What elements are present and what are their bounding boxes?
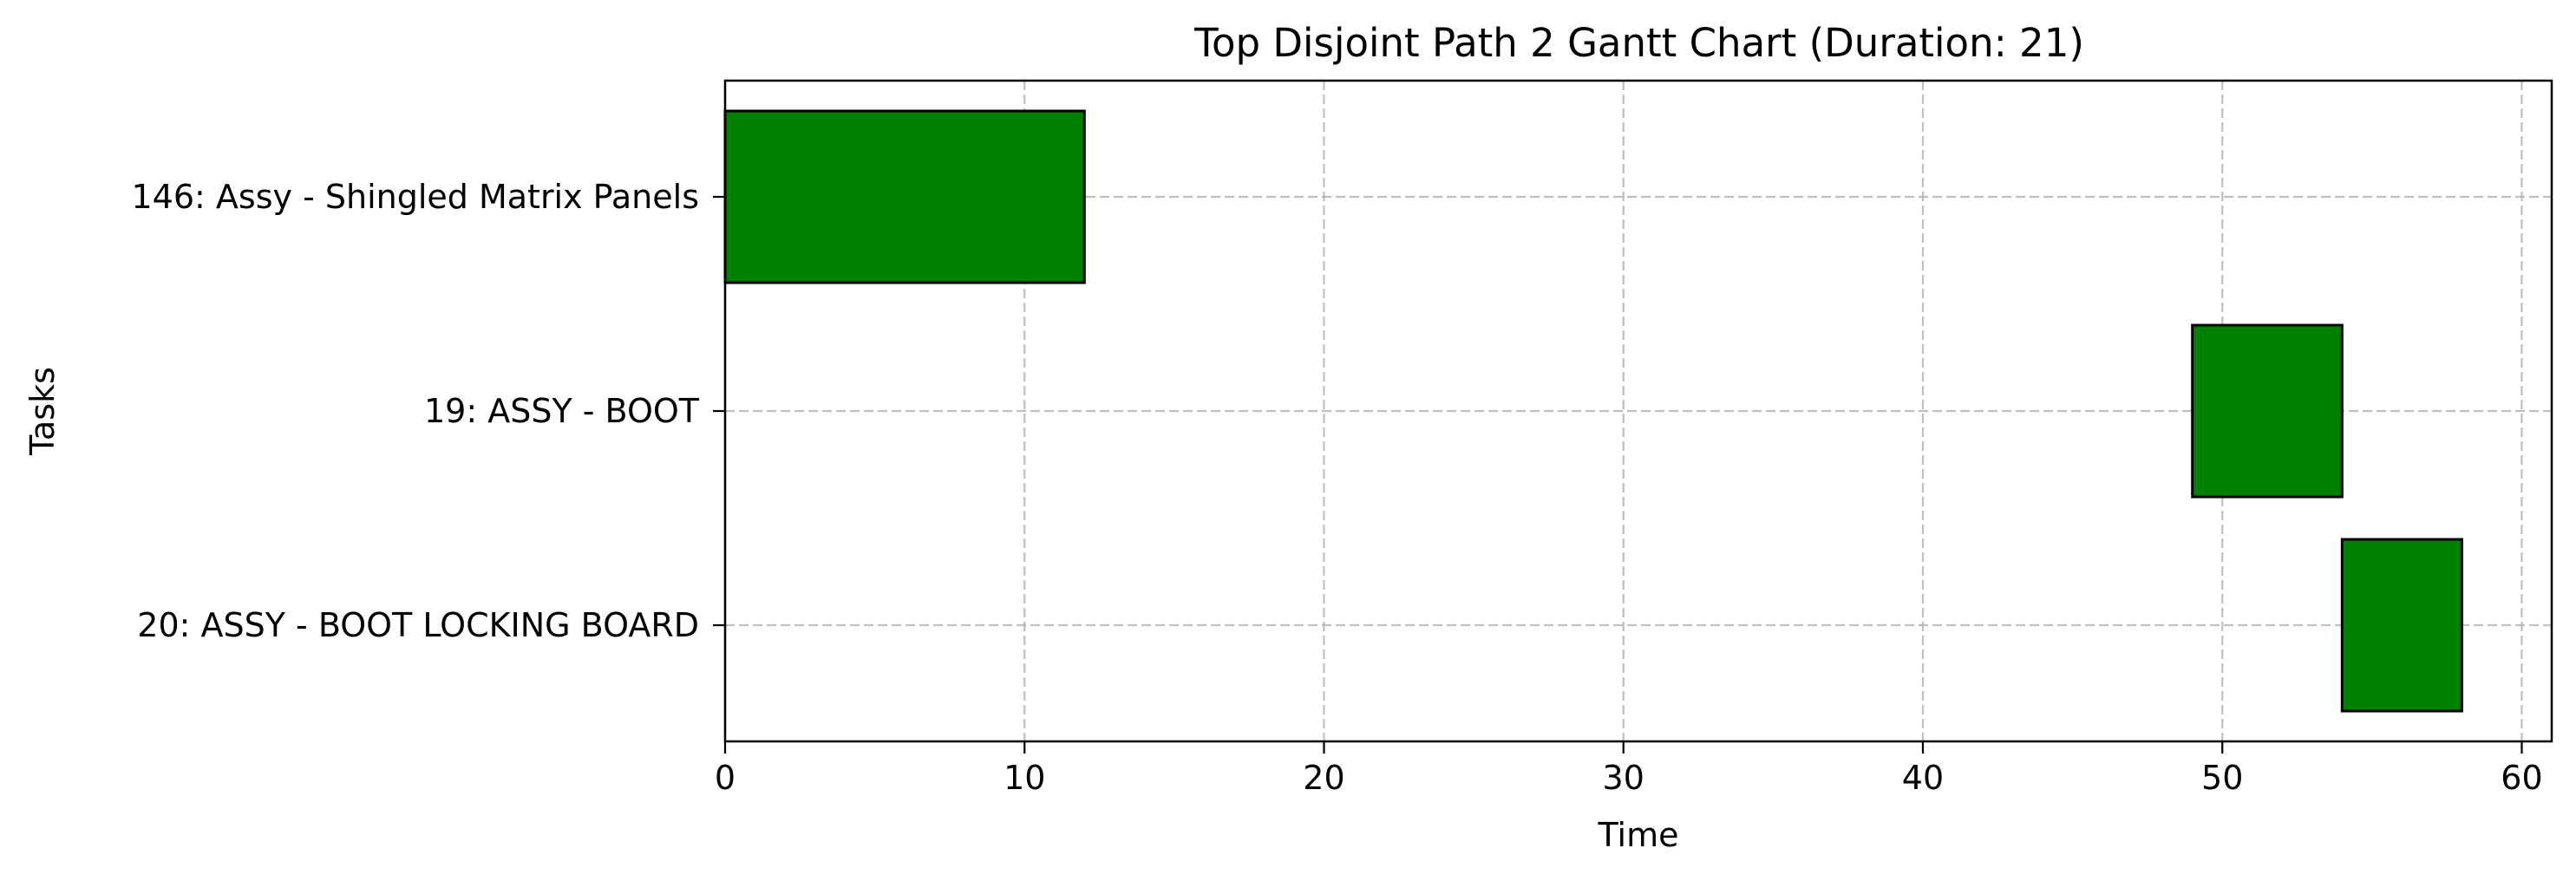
x-tick-label: 40 bbox=[1902, 759, 1944, 797]
y-tick-label: 20: ASSY - BOOT LOCKING BOARD bbox=[137, 606, 699, 644]
x-tick-label: 30 bbox=[1603, 759, 1644, 797]
y-axis-label: Tasks bbox=[23, 367, 62, 456]
y-tick-label: 19: ASSY - BOOT bbox=[424, 392, 700, 430]
x-tick-label: 60 bbox=[2501, 759, 2542, 797]
plot-frame bbox=[723, 79, 2553, 743]
gantt-bar bbox=[2191, 323, 2344, 499]
x-axis-label: Time bbox=[1598, 816, 1679, 854]
chart-title: Top Disjoint Path 2 Gantt Chart (Duratio… bbox=[1193, 20, 2084, 66]
gantt-bar bbox=[2340, 538, 2463, 713]
y-tick-label: 146: Assy - Shingled Matrix Panels bbox=[132, 178, 700, 216]
x-tick-label: 0 bbox=[715, 759, 736, 797]
x-tick-label: 10 bbox=[1004, 759, 1045, 797]
x-tick-label: 20 bbox=[1303, 759, 1344, 797]
gantt-bar bbox=[723, 109, 1086, 284]
bars-layer bbox=[723, 109, 2463, 713]
x-axis: 0 10 20 30 40 50 60 bbox=[715, 741, 2543, 797]
y-axis: 146: Assy - Shingled Matrix Panels 19: AS… bbox=[132, 178, 725, 644]
x-tick-label: 50 bbox=[2201, 759, 2243, 797]
